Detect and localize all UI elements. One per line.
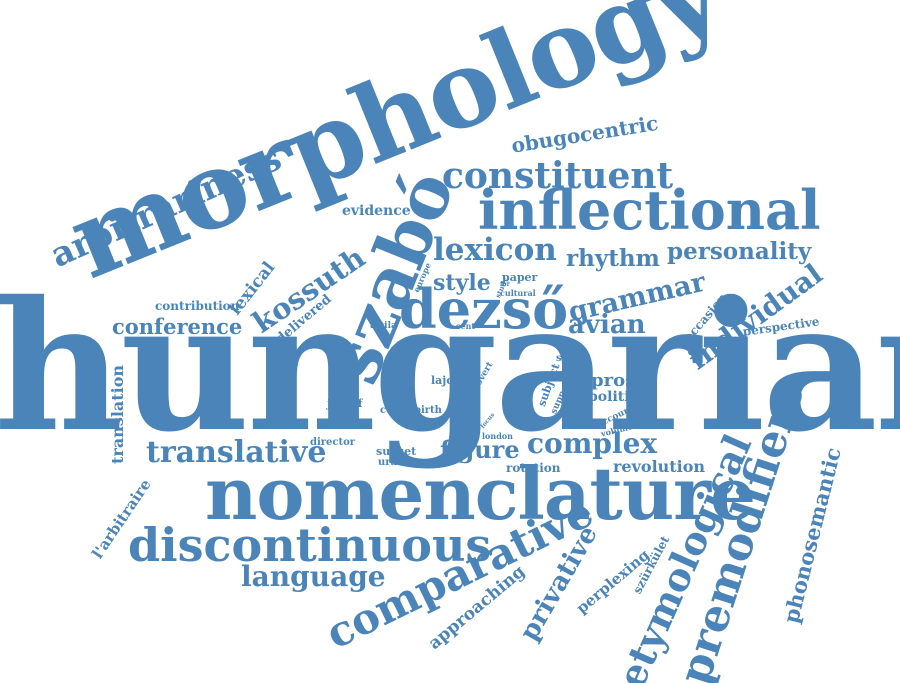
word-dezso: dezső: [399, 277, 569, 341]
word-constituent: constituent: [442, 155, 674, 197]
word-nomenclature: nomenclature: [205, 451, 756, 536]
word-london: london: [482, 431, 513, 441]
word-personality: personality: [667, 238, 812, 265]
word-lexicon: lexicon: [433, 232, 557, 268]
word-translative: translative: [146, 435, 327, 470]
word-prose: prose: [591, 370, 647, 391]
word-word: word: [384, 393, 415, 406]
word-evidence: evidence: [342, 203, 411, 219]
word-centre: centre: [380, 405, 416, 416]
word-rhythm: rhythm: [566, 245, 660, 272]
word-lajos: lajos: [431, 374, 460, 387]
word-political: political: [588, 389, 653, 405]
word-uralic: uralic: [378, 457, 411, 468]
word-discontinuous: discontinuous: [128, 518, 492, 572]
word-jozsef: józsef: [327, 397, 363, 410]
word-avian: avian: [568, 310, 646, 340]
word-sent: sent: [456, 321, 476, 331]
word-birth: birth: [414, 405, 442, 416]
word-language: language: [241, 560, 386, 593]
word-signe: signe: [556, 353, 587, 364]
word-style: style: [433, 270, 491, 296]
word-translation: translation: [108, 364, 127, 464]
word-for: for: [500, 281, 510, 288]
word-hungarian: hungarian: [0, 262, 900, 471]
word-director: director: [310, 437, 356, 448]
word-paper: paper: [502, 271, 538, 284]
word-subset: subset: [376, 445, 417, 458]
word-conference: conference: [112, 314, 243, 339]
word-rotation: rotation: [506, 461, 561, 475]
word-figure: figure: [440, 435, 520, 464]
word-cultural: cultural: [500, 288, 536, 298]
word-complex: complex: [527, 427, 658, 460]
word-contribution: contribution: [155, 299, 240, 313]
word-revolution: revolution: [613, 457, 706, 476]
word-phonosemantic: phonosemantic: [778, 444, 846, 626]
word-inflectional: inflectional: [478, 178, 821, 242]
word-attila: attila: [370, 321, 397, 331]
